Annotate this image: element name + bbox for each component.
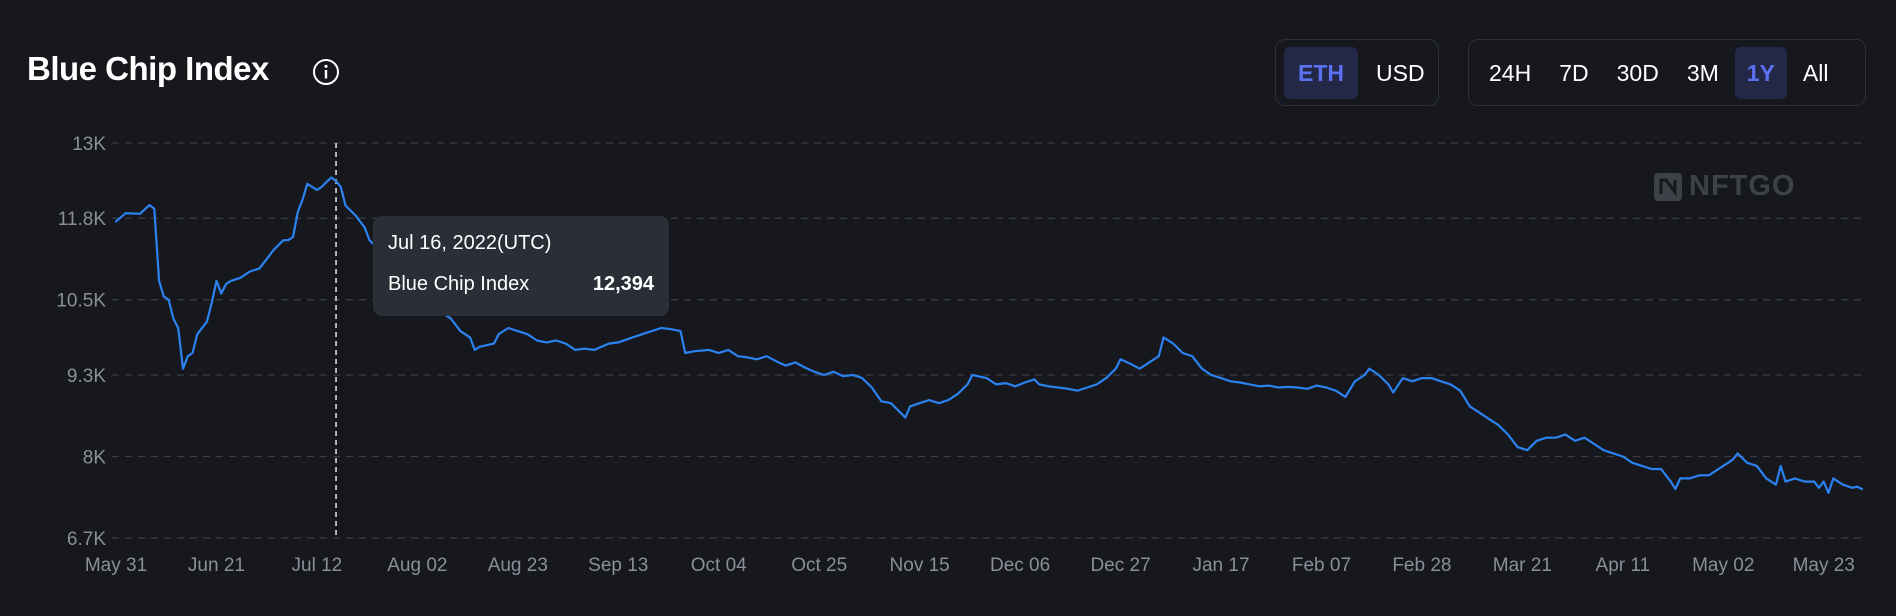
x-tick-label: May 23 xyxy=(1793,555,1855,576)
x-tick-label: May 02 xyxy=(1692,555,1754,576)
currency-eth-button[interactable]: ETH xyxy=(1284,46,1358,99)
y-tick-label: 13K xyxy=(72,134,106,155)
currency-toggle: ETH USD xyxy=(1275,39,1439,106)
currency-usd-button[interactable]: USD xyxy=(1376,59,1425,86)
x-tick-label: Mar 21 xyxy=(1493,555,1552,576)
series-line-blue-chip-index xyxy=(114,176,1864,494)
chart-tooltip: Jul 16, 2022(UTC) Blue Chip Index 12,394 xyxy=(373,216,669,316)
x-tick-label: Oct 25 xyxy=(791,555,847,576)
x-tick-label: Oct 04 xyxy=(691,555,747,576)
x-tick-label: Dec 27 xyxy=(1090,555,1150,576)
time-range-toggle: 24H 7D 30D 3M 1Y All xyxy=(1468,39,1866,106)
page-title: Blue Chip Index xyxy=(27,50,269,87)
y-tick-label: 11.8K xyxy=(58,209,107,230)
tooltip-series-name: Blue Chip Index xyxy=(388,273,530,295)
chart-header: Blue Chip Index ETH USD 24H 7D 30D 3M 1Y… xyxy=(0,0,1896,110)
x-tick-label: Dec 06 xyxy=(990,555,1050,576)
x-tick-label: Apr 11 xyxy=(1596,555,1651,576)
y-tick-label: 10.5K xyxy=(56,291,106,312)
range-7d-button[interactable]: 7D xyxy=(1559,59,1589,86)
x-tick-label: Sep 13 xyxy=(588,555,648,576)
tooltip-value: 12,394 xyxy=(592,273,654,295)
info-icon[interactable] xyxy=(312,58,340,86)
y-tick-label: 8K xyxy=(83,447,107,468)
range-all-button[interactable]: All xyxy=(1802,59,1829,86)
x-tick-label: Aug 23 xyxy=(488,555,548,576)
x-tick-label: Jan 17 xyxy=(1192,555,1249,576)
x-tick-label: Jun 21 xyxy=(188,555,245,576)
x-tick-label: Nov 15 xyxy=(890,555,950,576)
range-24h-button[interactable]: 24H xyxy=(1489,59,1532,86)
nftgo-logo-icon xyxy=(1654,172,1682,201)
watermark-text: NFTGO xyxy=(1689,170,1796,202)
x-tick-label: Feb 28 xyxy=(1392,555,1451,576)
x-tick-label: May 31 xyxy=(85,555,147,576)
y-tick-label: 6.7K xyxy=(67,529,106,550)
x-tick-label: Jul 12 xyxy=(292,555,343,576)
x-tick-label: Feb 07 xyxy=(1292,555,1351,576)
range-30d-button[interactable]: 30D xyxy=(1616,59,1659,86)
nftgo-watermark: NFTGO xyxy=(1653,170,1796,203)
range-3m-button[interactable]: 3M xyxy=(1686,59,1719,86)
y-tick-label: 9.3K xyxy=(67,366,106,387)
tooltip-date: Jul 16, 2022(UTC) xyxy=(388,232,552,254)
x-tick-label: Aug 02 xyxy=(387,555,447,576)
range-1y-button[interactable]: 1Y xyxy=(1734,46,1787,99)
